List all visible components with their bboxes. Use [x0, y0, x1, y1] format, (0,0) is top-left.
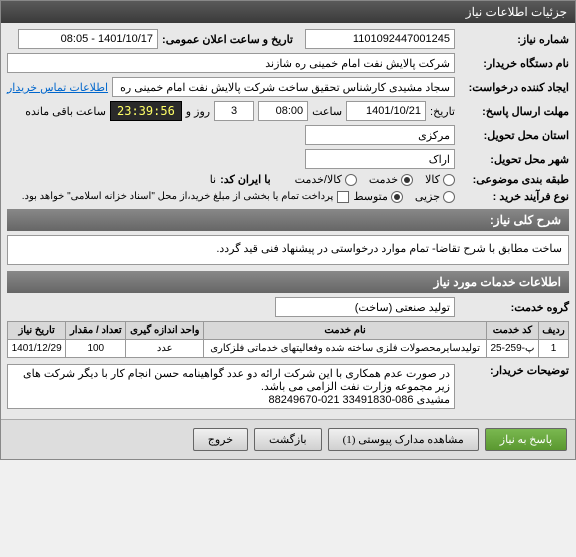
days-label: روز و — [186, 105, 210, 118]
row-creator: ایجاد کننده درخواست: سجاد مشیدی کارشناس … — [7, 77, 569, 97]
col-date: تاریخ نیاز — [8, 322, 66, 340]
service-group-label: گروه خدمت: — [459, 301, 569, 314]
city-label: شهر محل تحویل: — [459, 153, 569, 166]
row-buyer: نام دستگاه خریدار: شرکت پالایش نفت امام … — [7, 53, 569, 73]
services-header: اطلاعات خدمات مورد نیاز — [7, 271, 569, 293]
radio-service — [401, 174, 413, 186]
announce-value: 1401/10/17 - 08:05 — [18, 29, 158, 49]
radio-goods-service-item[interactable]: کالا/خدمت — [295, 173, 357, 186]
radio-service-item[interactable]: خدمت — [369, 173, 413, 186]
iran-code-label: با ایران کد: — [220, 173, 271, 186]
radio-goods-item[interactable]: کالا — [425, 173, 455, 186]
button-bar: پاسخ به نیاز مشاهده مدارک پیوستی (1) باز… — [1, 419, 575, 459]
creator-label: ایجاد کننده درخواست: — [459, 81, 569, 94]
province-label: استان محل تحویل: — [459, 129, 569, 142]
time-sublabel: ساعت — [312, 105, 342, 118]
classification-radios: کالا خدمت کالا/خدمت — [295, 173, 455, 186]
col-qty: تعداد / مقدار — [66, 322, 126, 340]
need-number-value: 1101092447001245 — [305, 29, 455, 49]
col-unit: واحد اندازه گیری — [126, 322, 204, 340]
cell-code: پ-259-25 — [486, 340, 538, 358]
return-button[interactable]: بازگشت — [254, 428, 322, 451]
services-table: ردیف کد خدمت نام خدمت واحد اندازه گیری ت… — [7, 321, 569, 358]
process-radios: جزیی متوسط — [353, 190, 455, 203]
buyer-notes-text: در صورت عدم همکاری با این شرکت ارائه دو … — [7, 364, 455, 409]
details-window: جزئیات اطلاعات نیاز شماره نیاز: 11010924… — [0, 0, 576, 460]
need-number-label: شماره نیاز: — [459, 33, 569, 46]
cell-qty: 100 — [66, 340, 126, 358]
row-buyer-notes: توضیحات خریدار: در صورت عدم همکاری با ای… — [7, 364, 569, 409]
row-need-number: شماره نیاز: 1101092447001245 تاریخ و ساع… — [7, 29, 569, 49]
table-header-row: ردیف کد خدمت نام خدمت واحد اندازه گیری ت… — [8, 322, 569, 340]
col-name: نام خدمت — [204, 322, 487, 340]
deadline-time: 08:00 — [258, 101, 308, 121]
buyer-notes-label: توضیحات خریدار: — [459, 364, 569, 377]
remaining-label: ساعت باقی مانده — [25, 105, 106, 118]
iran-code-value: نا — [210, 173, 216, 186]
content-area: شماره نیاز: 1101092447001245 تاریخ و ساع… — [1, 23, 575, 419]
table-row: 1 پ-259-25 تولیدسایرمحصولات فلزی ساخته ش… — [8, 340, 569, 358]
city-value: اراک — [305, 149, 455, 169]
buyer-label: نام دستگاه خریدار: — [459, 57, 569, 70]
payment-checkbox[interactable] — [337, 191, 349, 203]
announce-label: تاریخ و ساعت اعلان عمومی: — [162, 33, 293, 46]
row-city: شهر محل تحویل: اراک — [7, 149, 569, 169]
row-process: نوع فرآیند خرید : جزیی متوسط پرداخت تمام… — [7, 190, 569, 203]
radio-minor — [443, 191, 455, 203]
cell-unit: عدد — [126, 340, 204, 358]
classification-label: طبقه بندی موضوعی: — [459, 173, 569, 186]
radio-medium-item[interactable]: متوسط — [353, 190, 403, 203]
province-value: مرکزی — [305, 125, 455, 145]
window-titlebar: جزئیات اطلاعات نیاز — [1, 1, 575, 23]
radio-medium — [391, 191, 403, 203]
contact-link[interactable]: اطلاعات تماس خریدار — [7, 81, 108, 94]
cell-date: 1401/12/29 — [8, 340, 66, 358]
row-province: استان محل تحویل: مرکزی — [7, 125, 569, 145]
attachments-button[interactable]: مشاهده مدارک پیوستی (1) — [328, 428, 479, 451]
row-classification: طبقه بندی موضوعی: کالا خدمت کالا/خدمت با… — [7, 173, 569, 186]
col-code: کد خدمت — [486, 322, 538, 340]
radio-goods-service — [345, 174, 357, 186]
days-value: 3 — [214, 101, 254, 121]
service-group-value: تولید صنعتی (ساخت) — [275, 297, 455, 317]
buyer-value: شرکت پالایش نفت امام خمینی ره شازند — [7, 53, 455, 73]
col-row: ردیف — [538, 322, 568, 340]
payment-note: پرداخت تمام یا بخشی از مبلغ خرید،از محل … — [22, 191, 334, 202]
deadline-label: مهلت ارسال پاسخ: — [459, 105, 569, 118]
radio-minor-item[interactable]: جزیی — [415, 190, 455, 203]
date-sublabel: تاریخ: — [430, 105, 455, 118]
countdown-timer: 23:39:56 — [110, 101, 182, 121]
creator-value: سجاد مشیدی کارشناس تحقیق ساخت شرکت پالای… — [112, 77, 455, 97]
row-deadline: مهلت ارسال پاسخ: تاریخ: 1401/10/21 ساعت … — [7, 101, 569, 121]
reply-button[interactable]: پاسخ به نیاز — [485, 428, 567, 451]
cell-name: تولیدسایرمحصولات فلزی ساخته شده وفعالیته… — [204, 340, 487, 358]
cell-row: 1 — [538, 340, 568, 358]
window-title: جزئیات اطلاعات نیاز — [466, 5, 567, 19]
exit-button[interactable]: خروج — [193, 428, 248, 451]
deadline-date: 1401/10/21 — [346, 101, 426, 121]
row-service-group: گروه خدمت: تولید صنعتی (ساخت) — [7, 297, 569, 317]
description-text: ساخت مطابق با شرح تقاضا- تمام موارد درخو… — [7, 235, 569, 265]
radio-goods — [443, 174, 455, 186]
process-label: نوع فرآیند خرید : — [459, 190, 569, 203]
description-header: شرح کلی نیاز: — [7, 209, 569, 231]
